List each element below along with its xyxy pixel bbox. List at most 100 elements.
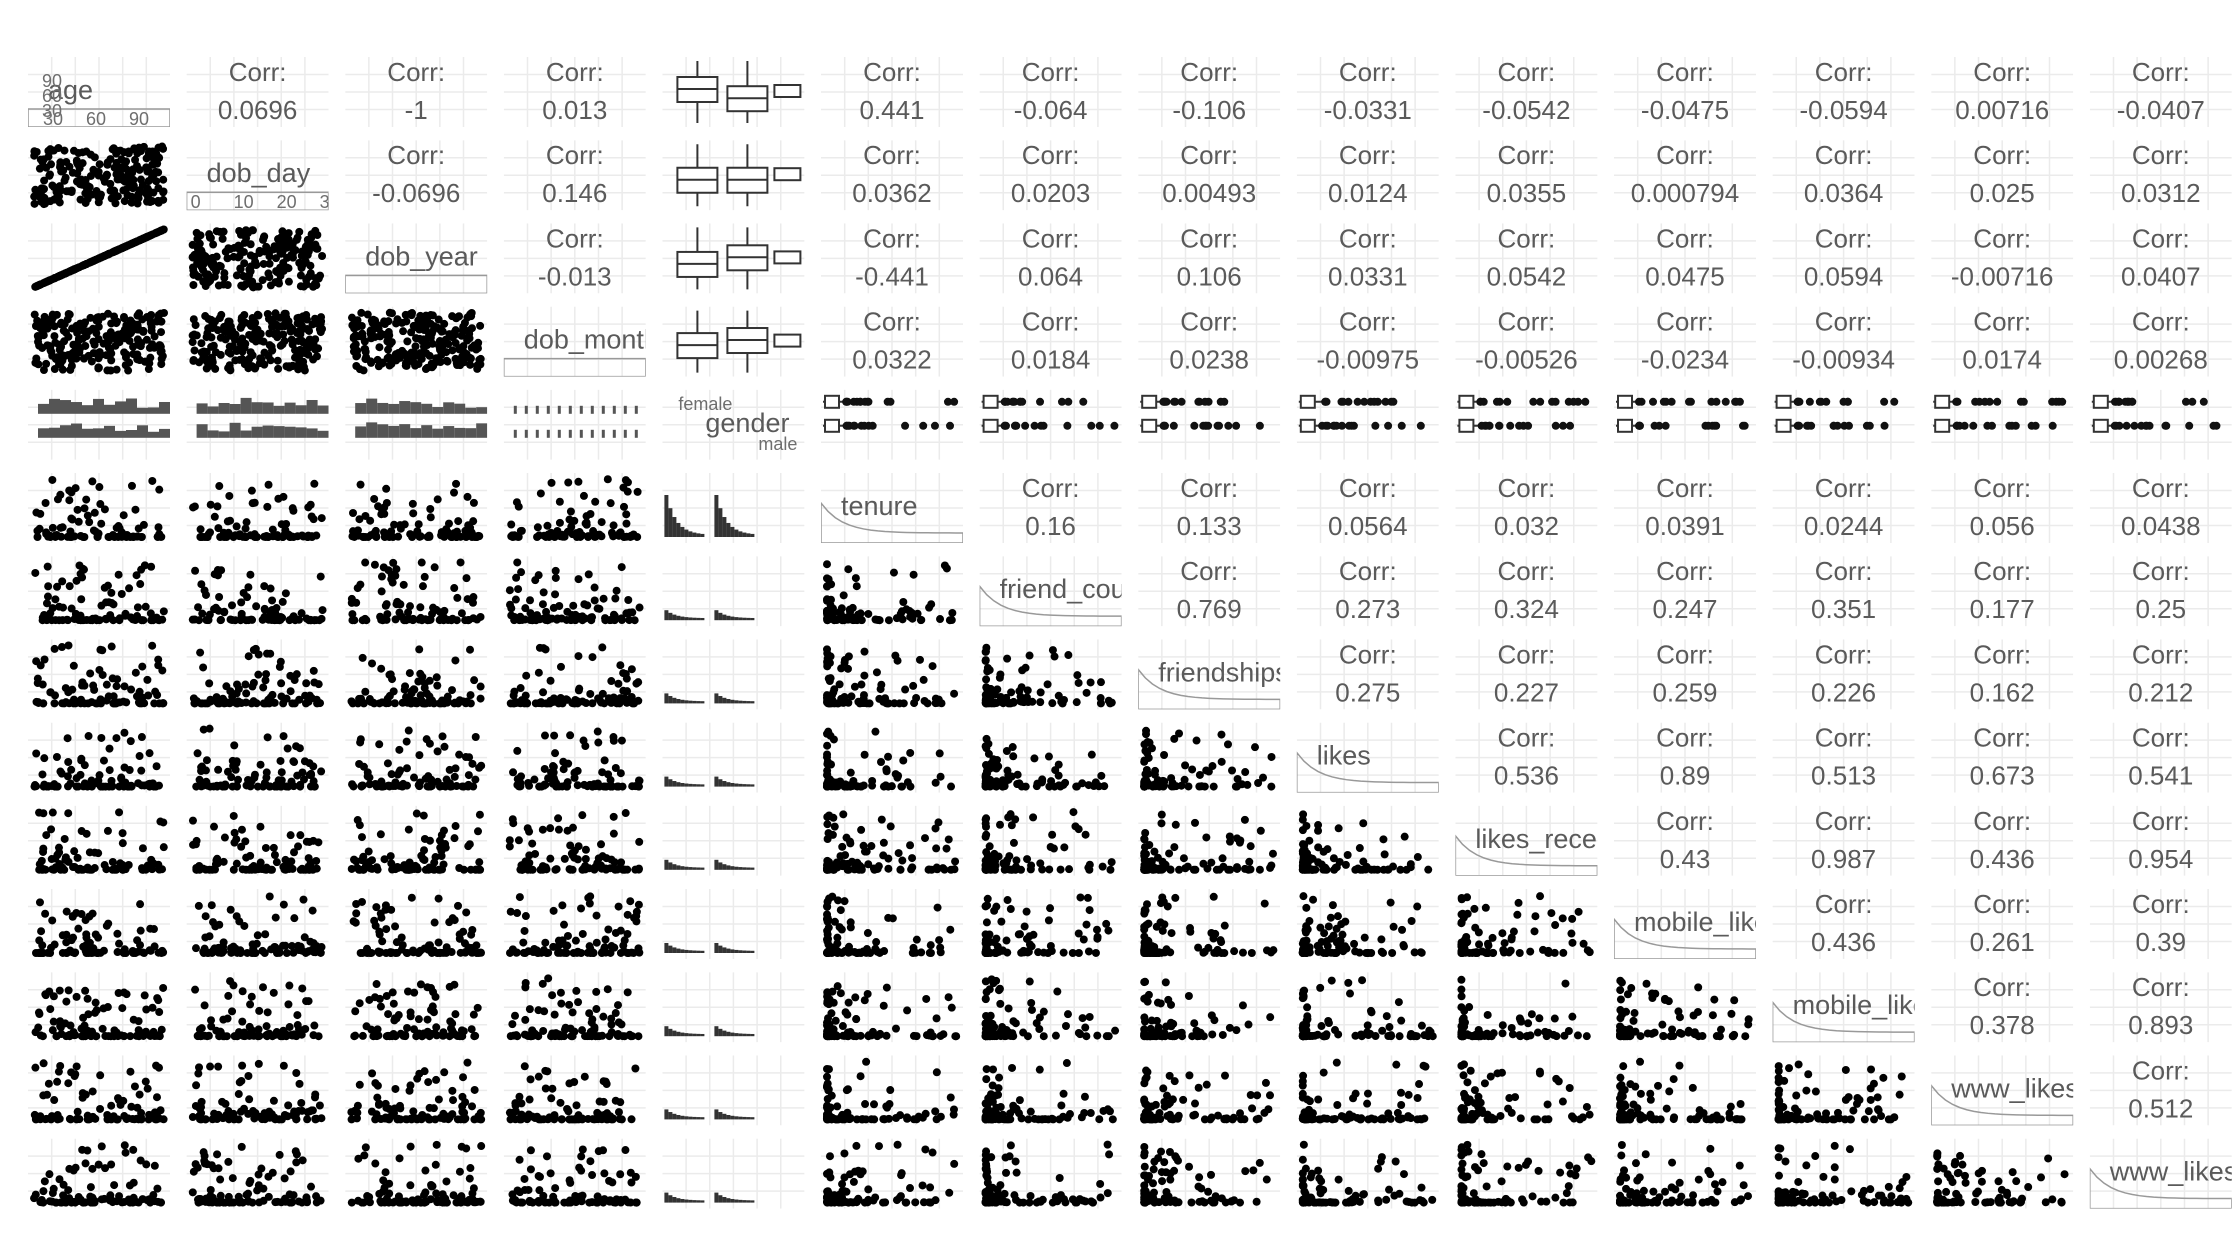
corr-value: 0.0184 <box>1011 345 1091 375</box>
corr-label: Corr: <box>1339 473 1397 503</box>
corr-value: -0.00934 <box>1792 345 1895 375</box>
corr-label: Corr: <box>2132 1055 2190 1085</box>
panel: Corr:0.0312 <box>2090 140 2232 210</box>
panel: Corr:0.025 <box>1931 140 2073 210</box>
panel: Corr:0.0174 <box>1931 307 2073 377</box>
panel: likes <box>1297 723 1439 793</box>
panel: friend_count <box>980 556 1149 626</box>
corr-value: 0.0124 <box>1328 178 1408 208</box>
corr-label: Corr: <box>1973 307 2031 337</box>
corr-label: Corr: <box>1815 57 1873 87</box>
x-tick-label: 90 <box>129 109 149 129</box>
corr-value: 0.324 <box>1494 594 1559 624</box>
panel <box>1297 1139 1439 1209</box>
panel <box>345 1139 487 1209</box>
corr-label: Corr: <box>1180 307 1238 337</box>
corr-label: Corr: <box>1973 889 2031 919</box>
corr-value: 0.987 <box>1811 844 1876 874</box>
panel <box>345 556 487 626</box>
panel: Corr:0.378 <box>1931 972 2073 1042</box>
panel <box>345 639 487 709</box>
panel: Corr:0.987 <box>1773 806 1915 876</box>
corr-label: Corr: <box>863 57 921 87</box>
corr-value: 0.0391 <box>1645 511 1725 541</box>
panel <box>187 639 329 709</box>
corr-value: -0.00975 <box>1316 345 1419 375</box>
panel: Corr:0.0203 <box>980 140 1122 210</box>
panel <box>821 556 963 626</box>
panel <box>662 972 804 1042</box>
corr-value: 0.0362 <box>852 178 932 208</box>
corr-value: 0.0564 <box>1328 511 1408 541</box>
panel <box>1138 806 1280 876</box>
panel: Corr:0.25 <box>2090 556 2232 626</box>
corr-label: Corr: <box>229 57 287 87</box>
panel <box>504 806 646 876</box>
panel <box>345 972 487 1042</box>
panel <box>1297 972 1439 1042</box>
panel <box>187 556 329 626</box>
panel <box>187 307 329 377</box>
corr-label: Corr: <box>1339 307 1397 337</box>
panel <box>504 1139 646 1209</box>
panel <box>504 972 646 1042</box>
corr-value: 0.769 <box>1177 594 1242 624</box>
panel: Corr:0.0475 <box>1614 223 1756 293</box>
panel: Corr:0.0238 <box>1138 307 1280 377</box>
corr-value: 0.275 <box>1335 677 1400 707</box>
panel <box>1614 972 1756 1042</box>
corr-value: 0.25 <box>2135 594 2186 624</box>
corr-value: 0.673 <box>1970 761 2035 791</box>
panel <box>187 473 329 543</box>
panel: Corr:0.769 <box>1138 556 1280 626</box>
corr-label: Corr: <box>1973 223 2031 253</box>
panel: dob_month <box>504 307 659 377</box>
panel <box>662 307 804 377</box>
panel: Corr:0.441 <box>821 57 963 127</box>
corr-value: -0.0696 <box>372 178 460 208</box>
panel <box>1297 806 1439 876</box>
corr-value: -0.0234 <box>1641 345 1729 375</box>
corr-label: Corr: <box>2132 140 2190 170</box>
corr-label: Corr: <box>1815 889 1873 919</box>
corr-value: 0.146 <box>542 178 607 208</box>
panel <box>28 639 170 709</box>
corr-label: Corr: <box>1180 473 1238 503</box>
corr-label: Corr: <box>2132 723 2190 753</box>
panel: www_likes_received <box>2090 1139 2240 1209</box>
corr-value: -0.0542 <box>1482 95 1570 125</box>
corr-value: 0.0331 <box>1328 261 1408 291</box>
corr-label: Corr: <box>2132 223 2190 253</box>
panel <box>662 140 804 210</box>
corr-value: 0.893 <box>2128 1010 2193 1040</box>
panel: Corr:0.261 <box>1931 889 2073 959</box>
panel <box>1614 390 1756 460</box>
panel <box>821 723 963 793</box>
corr-label: Corr: <box>1498 307 1556 337</box>
panel <box>980 723 1122 793</box>
panel <box>1773 1139 1915 1209</box>
panel <box>28 972 170 1042</box>
panel <box>345 473 487 543</box>
panel <box>345 390 487 460</box>
panel: Corr:-0.0407 <box>2090 57 2232 127</box>
panel <box>1455 889 1597 959</box>
panel: Corr:-0.106 <box>1138 57 1280 127</box>
corr-label: Corr: <box>1973 556 2031 586</box>
corr-value: 0.064 <box>1018 261 1083 291</box>
panel <box>662 1139 804 1209</box>
panel: Corr:0.324 <box>1455 556 1597 626</box>
corr-value: -0.00716 <box>1951 261 2054 291</box>
corr-label: Corr: <box>863 223 921 253</box>
panel <box>504 473 646 543</box>
panel: dob_year <box>345 223 487 293</box>
panel: Corr:0.43 <box>1614 806 1756 876</box>
corr-value: 0.273 <box>1335 594 1400 624</box>
corr-label: Corr: <box>1815 723 1873 753</box>
panel <box>187 806 329 876</box>
level-label: male <box>758 434 797 454</box>
corr-value: -0.0407 <box>2117 95 2205 125</box>
corr-label: Corr: <box>1022 473 1080 503</box>
